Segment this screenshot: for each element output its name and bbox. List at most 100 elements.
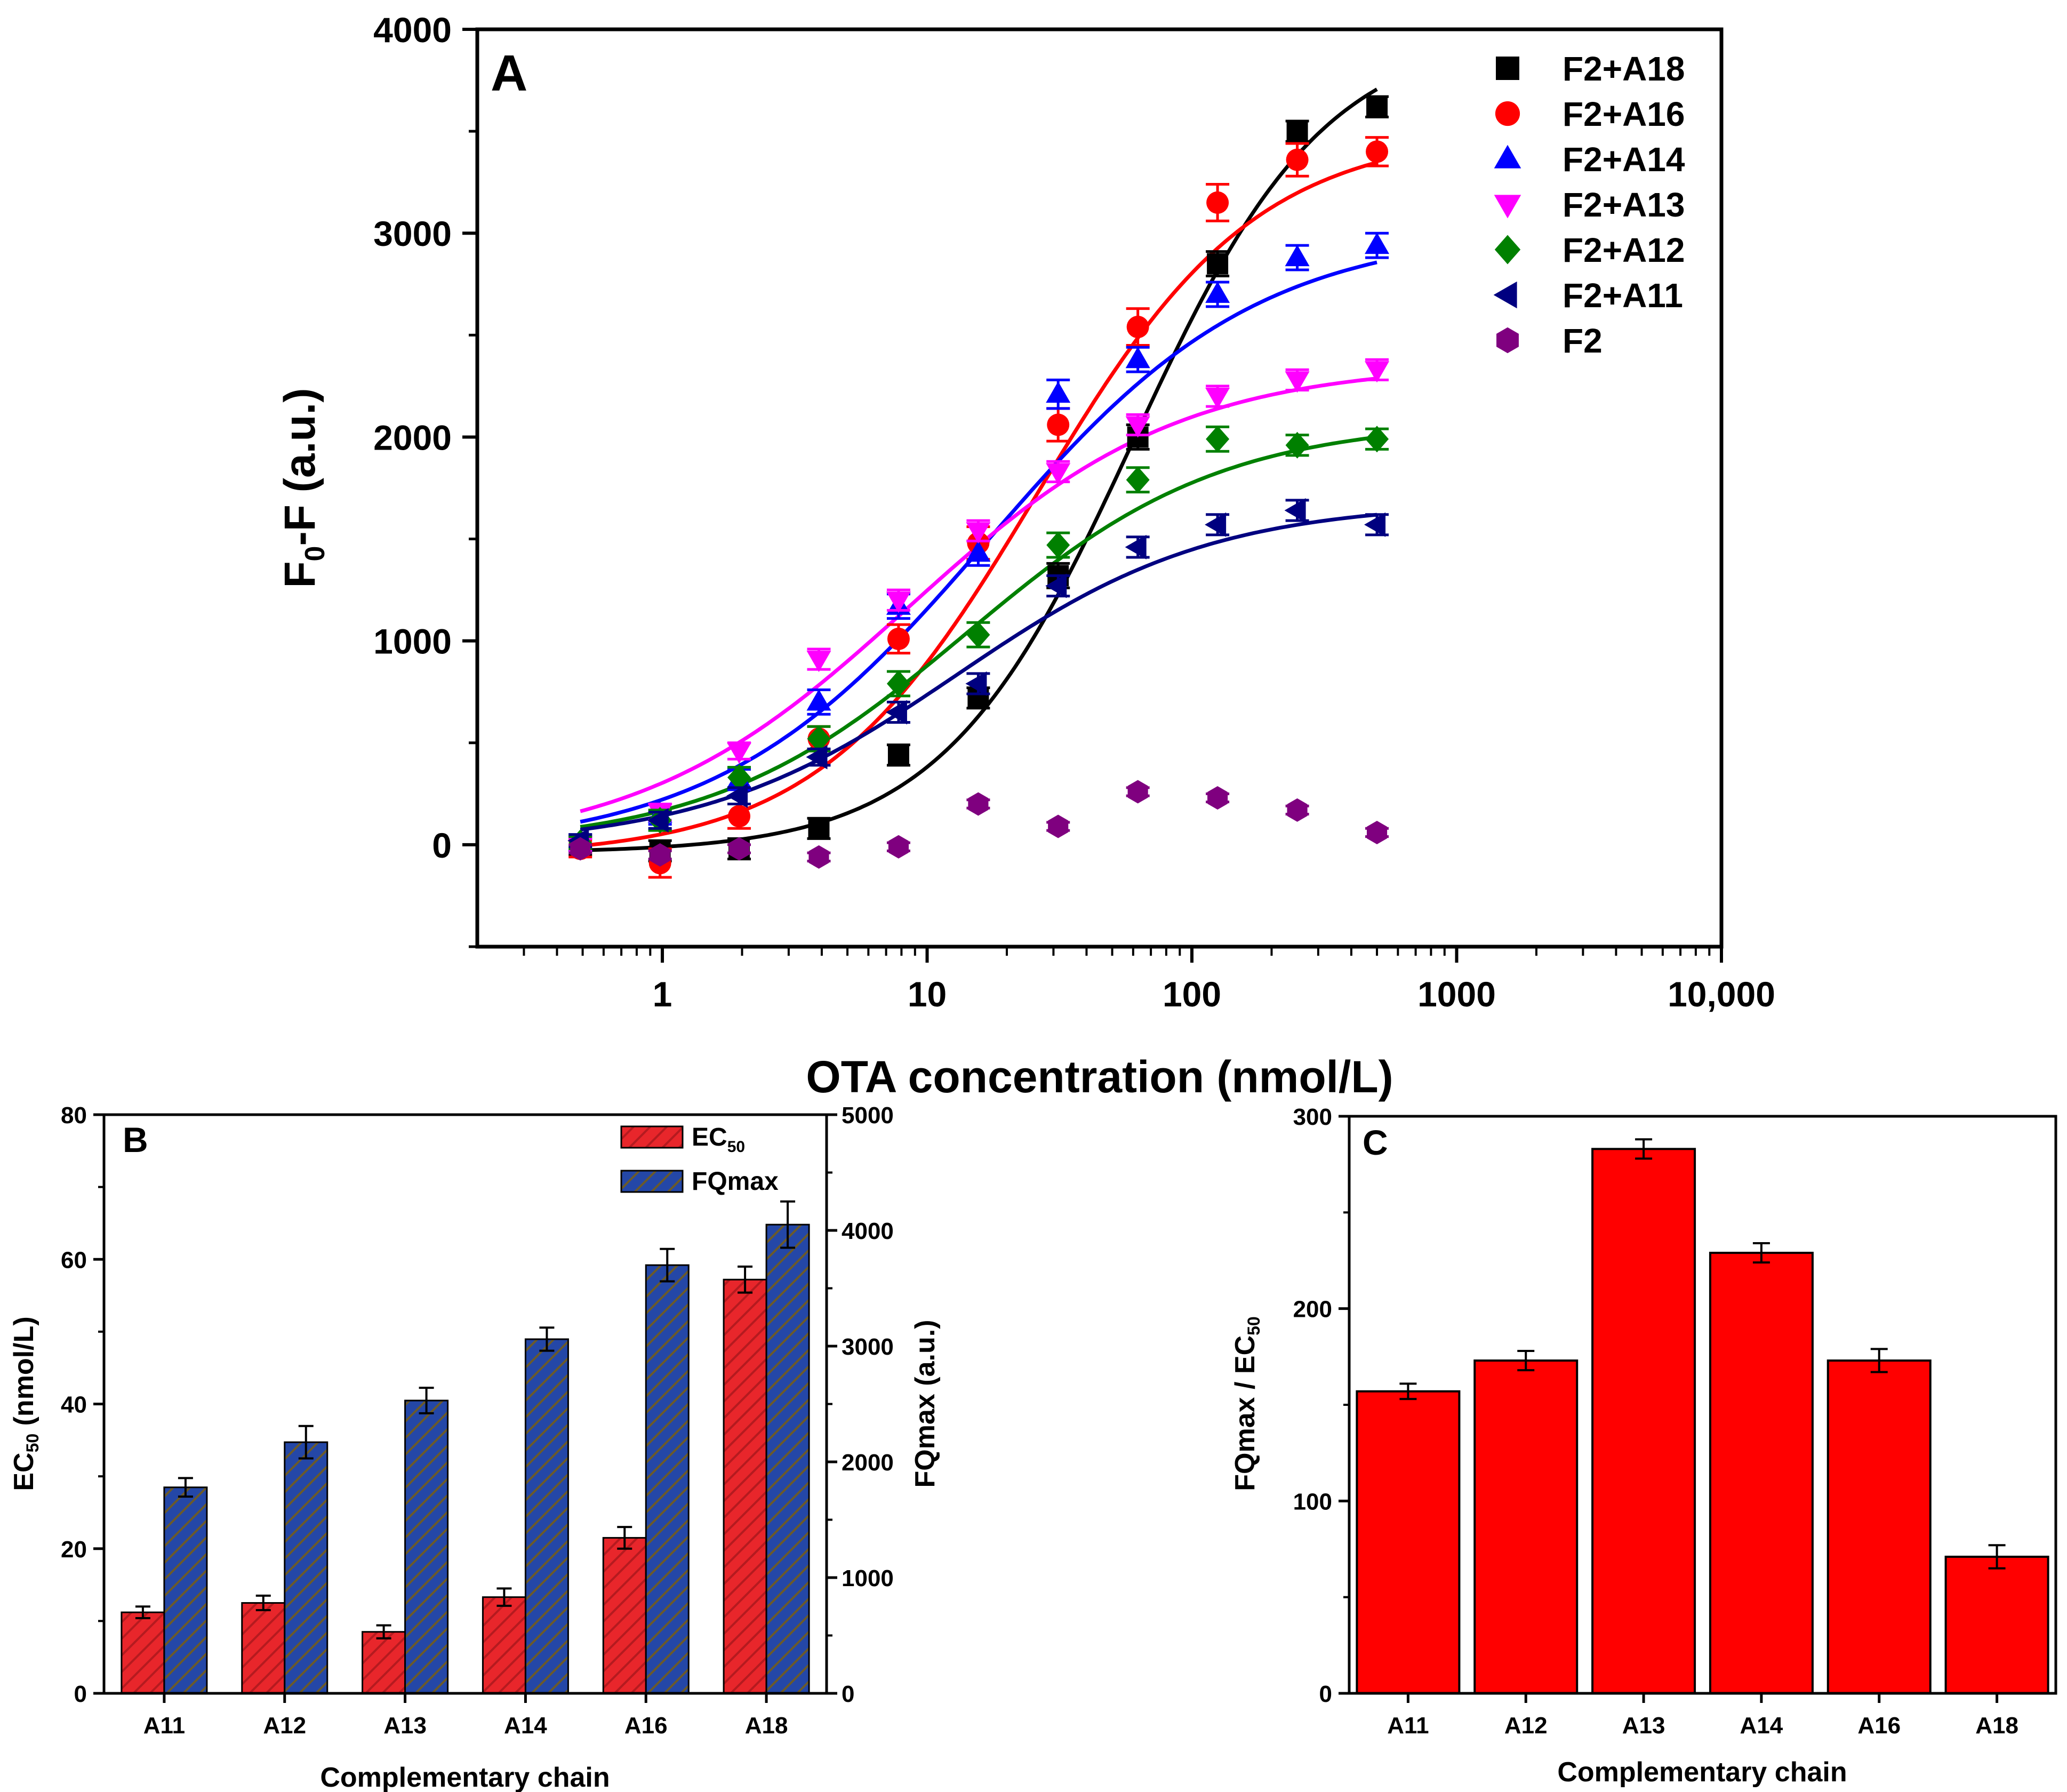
bar-ec-a18 — [723, 1278, 767, 1694]
data-point-f2-a13 — [1046, 463, 1071, 485]
x-tick-label-a13: A13 — [383, 1713, 427, 1739]
y-tick-label: 300 — [1293, 1104, 1332, 1130]
data-point-f2-a14 — [1205, 281, 1230, 303]
data-point-f2 — [1127, 780, 1148, 804]
data-point-f2 — [1048, 814, 1069, 838]
data-point-f2-a12 — [727, 764, 751, 791]
x-tick-label-a16: A16 — [1857, 1713, 1901, 1739]
left-y-tick-label: 80 — [61, 1102, 87, 1129]
data-point-f2-a16 — [1206, 191, 1229, 214]
data-point-f2-a12 — [966, 621, 990, 649]
legend-marker-f2-a18 — [1496, 57, 1519, 80]
data-point-f2-a13 — [966, 522, 991, 544]
data-point-f2-a12 — [1046, 532, 1070, 559]
panel-c-x-axis-label: Complementary chain — [1557, 1757, 1847, 1788]
panel-a-data-points — [567, 95, 1390, 879]
legend-label-f2-a14: F2+A14 — [1563, 140, 1685, 179]
legend-marker-f2-a14 — [1494, 145, 1521, 169]
x-tick-label-a18: A18 — [1975, 1713, 2018, 1739]
panel-a-letter: A — [491, 45, 527, 102]
y-tick-label: 2000 — [373, 418, 452, 457]
legend-marker-f2-a12 — [1494, 235, 1521, 265]
x-tick-label-a12: A12 — [263, 1713, 306, 1739]
bar-ec-a16 — [602, 1537, 647, 1694]
legend-label-fqmax: FQmax — [692, 1167, 779, 1196]
legend-marker-f2-a11 — [1493, 281, 1517, 309]
panel-a-fit-curves — [580, 87, 1378, 852]
panel-a-axes: 0 1000 2000 3000 4000 1 10 100 1000 10,000 — [373, 10, 1775, 1014]
x-tick-label-a11: A11 — [1387, 1713, 1429, 1739]
x-tick-label: 1000 — [1417, 974, 1496, 1014]
fit-curve-f2-a13 — [580, 377, 1377, 813]
data-point-f2-a11 — [726, 783, 748, 809]
data-point-f2-a13 — [806, 651, 831, 673]
data-point-f2-a12 — [886, 670, 910, 697]
data-point-f2-a14 — [966, 540, 991, 562]
x-tick-label-a14: A14 — [1740, 1713, 1783, 1739]
bar-ec-a11 — [121, 1611, 165, 1694]
fit-curve-f2-a18 — [580, 87, 1378, 852]
data-point-f2 — [1287, 798, 1308, 822]
right-y-tick-label: 1000 — [842, 1565, 894, 1591]
panel-b-left-y-axis-label: EC50 (nmol/L) — [9, 1316, 42, 1491]
panel-b: B 0 20 40 60 80 0 1000 2000 3000 4000 5000 A11 A12 A1… — [9, 1102, 941, 1792]
panel-c-y-axis-label: FQmax / EC50 — [1230, 1316, 1263, 1491]
panel-c-letter: C — [1363, 1123, 1388, 1162]
bar-a11 — [1356, 1390, 1461, 1695]
legend-swatch-fqmax — [620, 1170, 684, 1193]
data-point-f2-a18 — [1366, 96, 1388, 118]
y-tick-label: 3000 — [373, 214, 452, 253]
x-tick-label-a18: A18 — [745, 1713, 788, 1739]
data-point-f2-a14 — [1285, 245, 1310, 267]
data-point-f2-a13 — [1125, 416, 1150, 438]
panel-b-letter: B — [123, 1120, 148, 1159]
legend-marker-f2-a13 — [1494, 195, 1521, 219]
x-tick-label-a14: A14 — [504, 1713, 547, 1739]
legend-label-f2-a18: F2+A18 — [1563, 50, 1685, 88]
data-point-f2-a11 — [1045, 573, 1067, 598]
data-point-f2-a12 — [1206, 426, 1230, 453]
panel-c-axes: 0 100 200 300 A11 A12 A13 A14 A16 A18 — [1293, 1104, 2018, 1739]
bar-fqmax-a13 — [404, 1399, 449, 1694]
panel-a-x-axis-label: OTA concentration (nmol/L) — [806, 1052, 1393, 1102]
data-point-f2 — [570, 837, 591, 861]
legend-marker-f2-a16 — [1495, 101, 1520, 126]
data-point-f2-a12 — [807, 725, 831, 753]
left-y-tick-label: 40 — [61, 1392, 87, 1418]
right-y-tick-label: 5000 — [842, 1102, 894, 1129]
x-tick-label-a12: A12 — [1504, 1713, 1548, 1739]
bar-a16 — [1826, 1359, 1932, 1694]
bar-a14 — [1709, 1252, 1814, 1694]
y-tick-label: 0 — [432, 826, 452, 865]
data-point-f2-a11 — [1205, 512, 1227, 537]
x-tick-label: 10,000 — [1668, 974, 1775, 1014]
fit-curve-f2-a11 — [580, 513, 1377, 832]
legend-label-f2: F2 — [1563, 322, 1603, 360]
data-point-f2-a14 — [1046, 381, 1071, 403]
left-y-tick-label: 60 — [61, 1247, 87, 1273]
data-point-f2-a11 — [1125, 534, 1147, 559]
data-point-f2-a12 — [1126, 466, 1150, 493]
legend-marker-f2 — [1496, 327, 1519, 354]
data-point-f2-a11 — [806, 745, 828, 770]
x-tick-label: 100 — [1163, 974, 1221, 1014]
data-point-f2-a16 — [887, 627, 910, 650]
fit-curve-f2-a16 — [580, 161, 1377, 848]
panel-a-frame — [475, 27, 1724, 949]
bar-a13 — [1591, 1148, 1696, 1694]
bar-fqmax-a11 — [163, 1486, 208, 1694]
panel-b-legend: EC50 FQmax — [620, 1123, 779, 1196]
bar-ec-a12 — [241, 1602, 286, 1694]
y-tick-label: 0 — [1319, 1681, 1332, 1707]
data-point-f2 — [728, 837, 750, 861]
data-point-f2 — [650, 843, 670, 867]
data-point-f2-a14 — [1365, 233, 1390, 254]
bar-fqmax-a16 — [645, 1264, 690, 1694]
left-y-tick-label: 20 — [61, 1537, 87, 1563]
bar-fqmax-a18 — [765, 1223, 810, 1694]
right-y-tick-label: 4000 — [842, 1218, 894, 1244]
data-point-f2-a16 — [1366, 140, 1389, 163]
x-tick-label: 1 — [653, 974, 672, 1014]
data-point-f2-a13 — [1285, 371, 1310, 393]
